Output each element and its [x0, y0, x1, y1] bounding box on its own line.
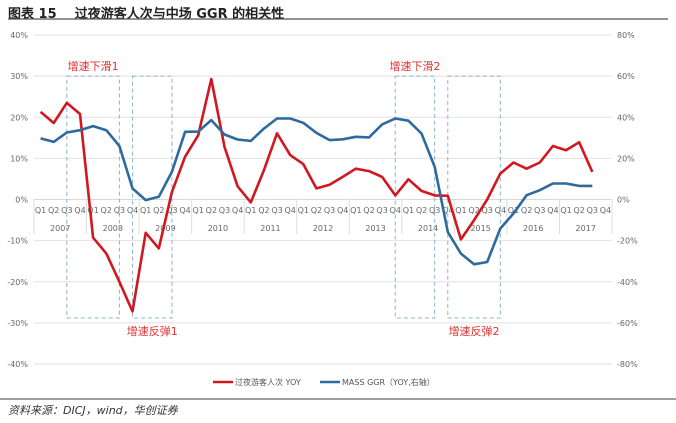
right-axis-tick: -40% [617, 278, 638, 287]
quarter-label: Q4 [495, 206, 506, 215]
quarter-label: Q1 [560, 206, 571, 215]
quarter-label: Q2 [521, 206, 532, 215]
quarter-label: Q2 [48, 206, 59, 215]
year-label: 2007 [50, 224, 70, 233]
quarter-label: Q1 [87, 206, 98, 215]
quarter-label: Q1 [508, 206, 519, 215]
quarter-label: Q3 [219, 206, 230, 215]
quarter-label: Q2 [416, 206, 427, 215]
left-axis-tick: 10% [10, 154, 28, 163]
year-label: 2016 [523, 224, 543, 233]
quarter-label: Q3 [429, 206, 440, 215]
left-axis-tick: -40% [7, 360, 28, 369]
source-note: 资料来源：DICJ，wind，华创证券 [8, 404, 178, 417]
quarter-label: Q2 [258, 206, 269, 215]
annotation-label: 增速下滑2 [389, 59, 440, 73]
right-axis-tick: 80% [617, 31, 635, 40]
quarter-label: Q2 [468, 206, 479, 215]
quarter-label: Q2 [153, 206, 164, 215]
left-axis-tick: 40% [10, 31, 28, 40]
right-axis-tick: 20% [617, 154, 635, 163]
quarter-label: Q3 [376, 206, 387, 215]
quarter-label: Q4 [600, 206, 611, 215]
quarter-label: Q3 [271, 206, 282, 215]
year-label: 2012 [313, 224, 333, 233]
quarter-label: Q3 [114, 206, 125, 215]
left-axis-tick: -30% [7, 319, 28, 328]
quarter-label: Q2 [573, 206, 584, 215]
quarter-label: Q4 [232, 206, 243, 215]
quarter-label: Q3 [61, 206, 72, 215]
quarter-label: Q1 [35, 206, 46, 215]
quarter-label: Q4 [284, 206, 295, 215]
year-label: 2015 [470, 224, 490, 233]
annotation-box [394, 75, 436, 319]
right-axis-tick: 40% [617, 113, 635, 122]
quarter-label: Q1 [140, 206, 151, 215]
quarter-label: Q1 [403, 206, 414, 215]
right-axis-tick: -80% [617, 360, 638, 369]
quarter-label: Q2 [101, 206, 112, 215]
legend-label: 过夜游客人次 YOY [235, 377, 301, 387]
right-axis-tick: 60% [617, 72, 635, 81]
series-line [40, 117, 593, 266]
right-axis-tick: -60% [617, 319, 638, 328]
quarter-label: Q3 [534, 206, 545, 215]
year-label: 2011 [260, 224, 280, 233]
quarter-label: Q1 [298, 206, 309, 215]
quarter-label: Q4 [547, 206, 558, 215]
left-axis-tick: -20% [7, 278, 28, 287]
figure-title: 图表 15 过夜游客人次与中场 GGR 的相关性 [8, 7, 285, 22]
quarter-label: Q3 [166, 206, 177, 215]
annotation-box [132, 75, 173, 319]
annotation-label: 增速下滑1 [68, 59, 119, 73]
quarter-label: Q3 [587, 206, 598, 215]
quarter-label: Q2 [363, 206, 374, 215]
left-axis-tick: 20% [10, 113, 28, 122]
legend-label: MASS GGR（YOY,右轴） [342, 377, 435, 387]
quarter-label: Q3 [482, 206, 493, 215]
right-axis-tick: 0% [617, 196, 630, 205]
quarter-label: Q4 [179, 206, 190, 215]
quarter-label: Q1 [350, 206, 361, 215]
annotation-label: 增速反弹1 [127, 324, 178, 338]
quarter-label: Q1 [193, 206, 204, 215]
quarter-label: Q4 [74, 206, 85, 215]
quarter-label: Q1 [455, 206, 466, 215]
year-label: 2010 [208, 224, 228, 233]
annotation-label: 增速反弹2 [449, 324, 500, 338]
year-label: 2009 [155, 224, 175, 233]
year-label: 2014 [418, 224, 438, 233]
year-label: 2017 [576, 224, 596, 233]
right-axis-tick: -20% [617, 237, 638, 246]
year-label: 2013 [365, 224, 385, 233]
quarter-label: Q1 [245, 206, 256, 215]
left-axis-tick: 30% [10, 72, 28, 81]
quarter-label: Q4 [442, 206, 453, 215]
quarter-label: Q2 [206, 206, 217, 215]
left-axis-tick: -10% [7, 237, 28, 246]
left-axis-tick: 0% [15, 196, 28, 205]
quarter-label: Q3 [324, 206, 335, 215]
quarter-label: Q4 [337, 206, 348, 215]
series-line [39, 77, 594, 313]
quarter-label: Q2 [311, 206, 322, 215]
year-label: 2008 [103, 224, 123, 233]
